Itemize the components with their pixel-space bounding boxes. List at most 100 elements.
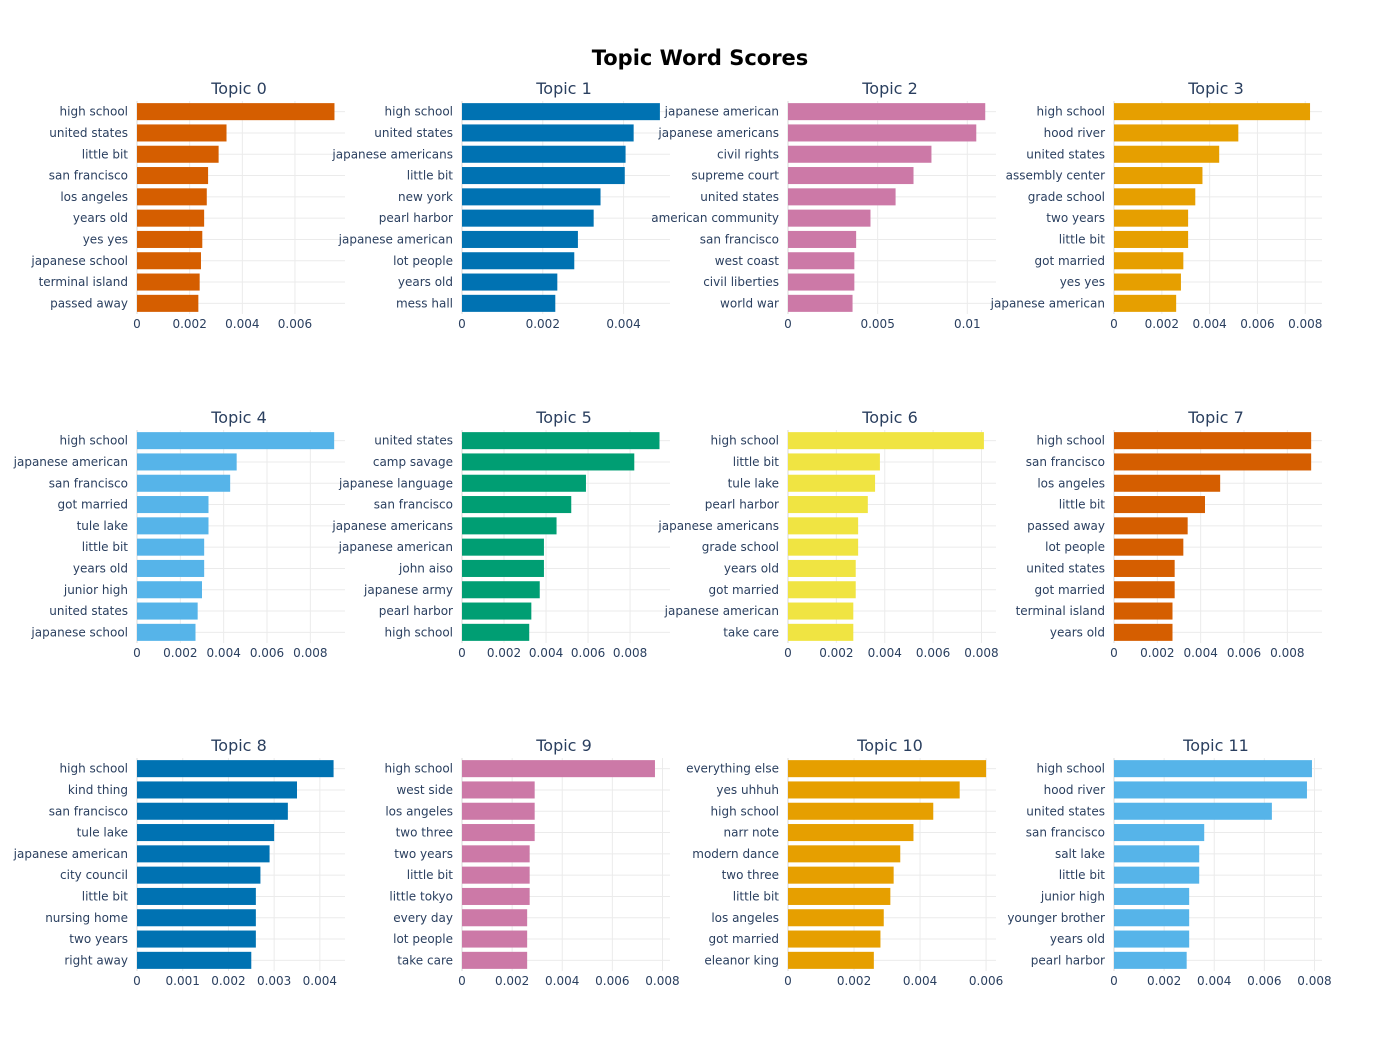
category-label: years old	[73, 211, 128, 225]
category-label: little bit	[1059, 498, 1106, 512]
x-tick-label: 0.004	[529, 646, 563, 660]
category-label: united states	[49, 126, 128, 140]
category-label: john aiso	[398, 561, 453, 575]
x-tick-label: 0.006	[595, 974, 629, 988]
x-tick-label: 0.004	[868, 646, 902, 660]
x-tick-label: 0.005	[860, 317, 894, 331]
x-tick-label: 0.002	[837, 974, 871, 988]
category-label: japanese american	[664, 604, 779, 618]
bar	[1114, 145, 1220, 163]
category-label: civil rights	[717, 147, 779, 161]
x-tick-label: 0.004	[303, 974, 337, 988]
category-label: tule lake	[77, 826, 128, 840]
bar	[1114, 760, 1312, 778]
category-label: japanese language	[338, 476, 453, 490]
category-label: san francisco	[1026, 455, 1105, 469]
bar	[1114, 273, 1181, 291]
category-label: japanese army	[363, 583, 453, 597]
bar	[788, 273, 855, 291]
category-label: years old	[1050, 625, 1105, 639]
bar	[788, 145, 932, 163]
panel-title: Topic 10	[856, 736, 923, 755]
x-tick-label: 0.006	[278, 317, 312, 331]
bar	[137, 432, 335, 450]
bar	[462, 760, 655, 778]
x-tick-label: 0.008	[613, 646, 647, 660]
x-tick-label: 0.008	[964, 646, 998, 660]
bar	[462, 845, 530, 863]
category-label: junior high	[63, 583, 128, 597]
bar	[788, 781, 960, 799]
category-label: japanese americans	[331, 147, 453, 161]
bar	[788, 209, 871, 227]
bar	[788, 124, 977, 142]
x-tick-label: 0.006	[969, 974, 1003, 988]
category-label: pearl harbor	[705, 498, 779, 512]
bar	[137, 951, 252, 969]
bar	[137, 167, 209, 185]
panel-title: Topic 11	[1182, 736, 1249, 755]
category-label: got married	[1034, 583, 1105, 597]
bar	[462, 103, 660, 121]
category-label: japanese american	[13, 847, 128, 861]
bar	[1114, 951, 1187, 969]
bar	[137, 124, 227, 142]
bar	[462, 145, 626, 163]
category-label: years old	[724, 561, 779, 575]
category-label: take care	[723, 625, 779, 639]
category-label: assembly center	[1006, 169, 1105, 183]
category-label: high school	[60, 434, 128, 448]
bar	[462, 517, 557, 535]
bar	[137, 845, 270, 863]
category-label: little bit	[407, 868, 454, 882]
topic-panel: japanese american japanese americans civil…	[651, 79, 996, 331]
panel-title: Topic 1	[535, 79, 592, 98]
bar	[137, 581, 202, 599]
category-label: right away	[64, 953, 128, 967]
bar	[788, 474, 876, 492]
category-label: lot people	[1045, 540, 1105, 554]
category-label: kind thing	[68, 783, 128, 797]
bar	[137, 188, 207, 206]
category-label: high school	[711, 804, 779, 818]
category-label: high school	[385, 762, 453, 776]
bar	[462, 252, 575, 270]
bar	[1114, 602, 1173, 620]
bar	[462, 474, 586, 492]
category-label: united states	[374, 126, 453, 140]
category-label: narr note	[724, 826, 779, 840]
topic-panel: everything else yes uhhuh high school narr …	[686, 736, 1003, 988]
bar	[462, 887, 530, 905]
panel-title: Topic 7	[1187, 408, 1244, 427]
bar	[788, 623, 854, 641]
bar	[1114, 866, 1200, 884]
topic-panel: high school japanese american san francisc…	[13, 408, 345, 660]
bar	[1114, 209, 1189, 227]
category-label: san francisco	[49, 804, 128, 818]
bar	[788, 167, 914, 185]
x-tick-label: 0.004	[1197, 974, 1231, 988]
bar	[1114, 781, 1307, 799]
category-label: terminal island	[39, 275, 128, 289]
category-label: japanese americans	[331, 519, 453, 533]
category-label: got married	[57, 498, 128, 512]
category-label: grade school	[702, 540, 779, 554]
bar	[462, 294, 556, 312]
category-label: yes uhhuh	[716, 783, 779, 797]
bar	[788, 188, 896, 206]
x-tick-label: 0.006	[1227, 646, 1261, 660]
bar	[788, 559, 856, 577]
bar	[137, 623, 196, 641]
category-label: two three	[396, 826, 453, 840]
x-tick-label: 0.002	[163, 646, 197, 660]
bar	[462, 802, 535, 820]
category-label: japanese school	[30, 254, 128, 268]
x-tick-label: 0.008	[1270, 646, 1304, 660]
category-label: tule lake	[77, 519, 128, 533]
bar	[788, 602, 854, 620]
category-label: high school	[1037, 434, 1105, 448]
bar	[1114, 496, 1205, 514]
bar	[137, 453, 237, 471]
x-tick-label: 0.002	[1147, 974, 1181, 988]
bar	[137, 909, 256, 927]
